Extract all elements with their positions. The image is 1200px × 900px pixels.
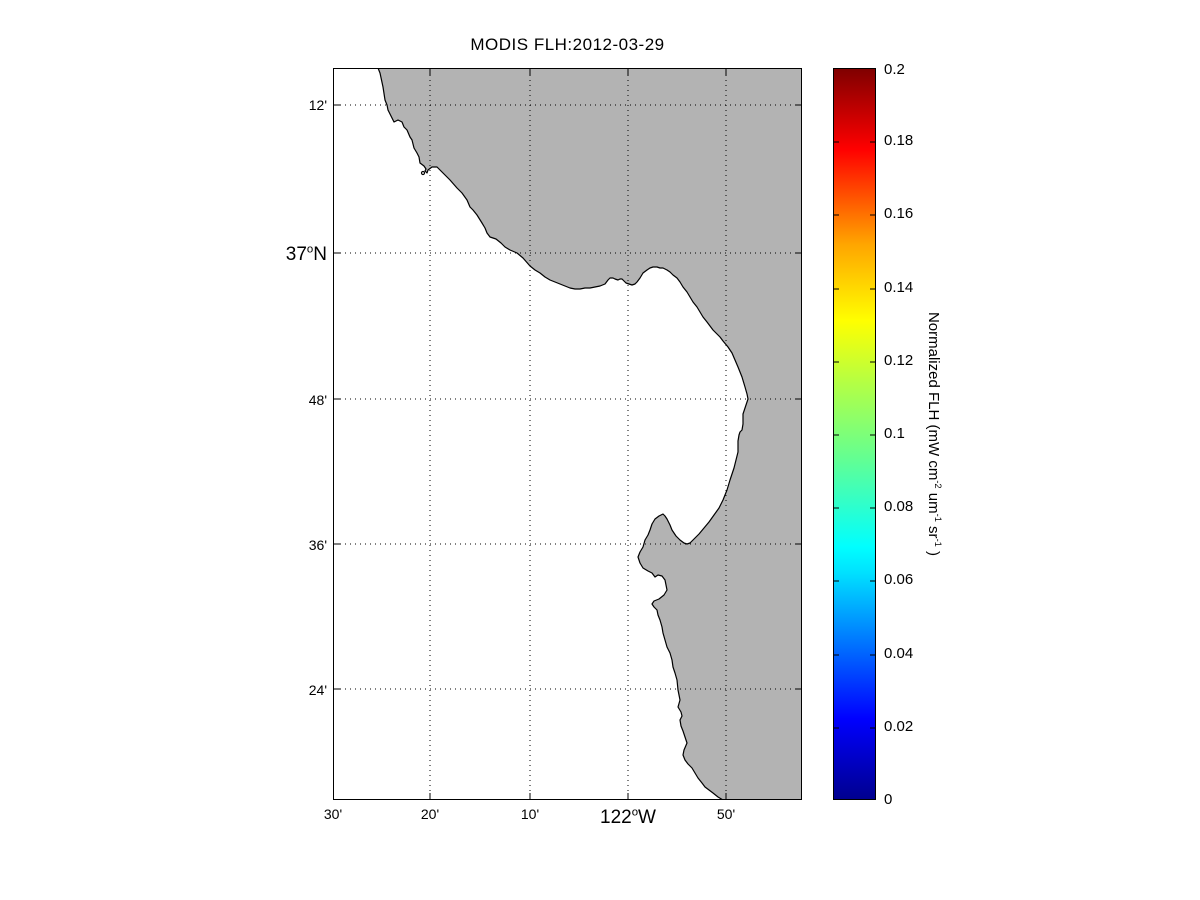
x-tick-label-10: 10': [520, 806, 540, 822]
colorbar-tick-marks: [834, 141, 875, 729]
cb-label-exponent: -1: [933, 538, 943, 547]
y-tick-label-37n: 37oN: [227, 242, 327, 268]
axes-border: [333, 68, 802, 800]
map-plot: [333, 68, 802, 800]
map-svg: [333, 68, 802, 800]
cb-tick-0.06: 0.06: [884, 571, 914, 588]
cb-label-text: ): [925, 546, 942, 557]
x-deg-hemisphere: W: [638, 807, 656, 828]
cb-tick-0.16: 0.16: [884, 205, 914, 222]
cb-label-exponent: -2: [933, 480, 943, 489]
y-deg-hemisphere: N: [313, 244, 327, 265]
cb-label-text: um: [925, 488, 942, 514]
cb-tick-0.2: 0.2: [884, 61, 905, 78]
x-tick-label-30: 30': [323, 806, 343, 822]
y-tick-label-24: 24': [308, 682, 327, 698]
cb-tick-0.04: 0.04: [884, 645, 914, 662]
y-deg-number: 37: [285, 244, 307, 265]
islet-dot: [420, 170, 426, 176]
cb-tick-0.1: 0.1: [884, 425, 905, 442]
cb-tick-0.12: 0.12: [884, 352, 914, 369]
y-tick-label-36: 36': [308, 537, 327, 553]
cb-tick-0.08: 0.08: [884, 498, 914, 515]
y-tick-label-12: 12': [308, 97, 327, 113]
land-region: [377, 68, 802, 800]
cb-label-text: sr: [925, 521, 942, 539]
axis-tick-marks: [333, 68, 802, 800]
degree-symbol: o: [306, 243, 314, 256]
x-tick-label-50: 50': [716, 806, 736, 822]
cb-tick-0.02: 0.02: [884, 718, 914, 735]
colorbar: [833, 68, 876, 800]
degree-symbol: o: [631, 806, 639, 819]
cb-tick-0.18: 0.18: [884, 132, 914, 149]
colorbar-axis-label: Normalized FLH (mW cm-2 um-1 sr-1 ): [923, 234, 943, 634]
chart-title-text: MODIS FLH:2012-03-29: [470, 35, 665, 54]
cb-label-text: Normalized FLH (mW cm: [925, 311, 942, 481]
x-deg-number: 122: [600, 807, 632, 828]
colorbar-ticks-svg: [834, 141, 875, 729]
cb-tick-0: 0: [884, 791, 893, 808]
cb-tick-0.14: 0.14: [884, 279, 914, 296]
chart-title: MODIS FLH:2012-03-29: [333, 34, 802, 56]
x-tick-label-20: 20': [420, 806, 440, 822]
y-tick-label-48: 48': [308, 392, 327, 408]
x-tick-label-122w: 122oW: [588, 803, 668, 833]
cb-label-exponent: -1: [933, 513, 943, 522]
